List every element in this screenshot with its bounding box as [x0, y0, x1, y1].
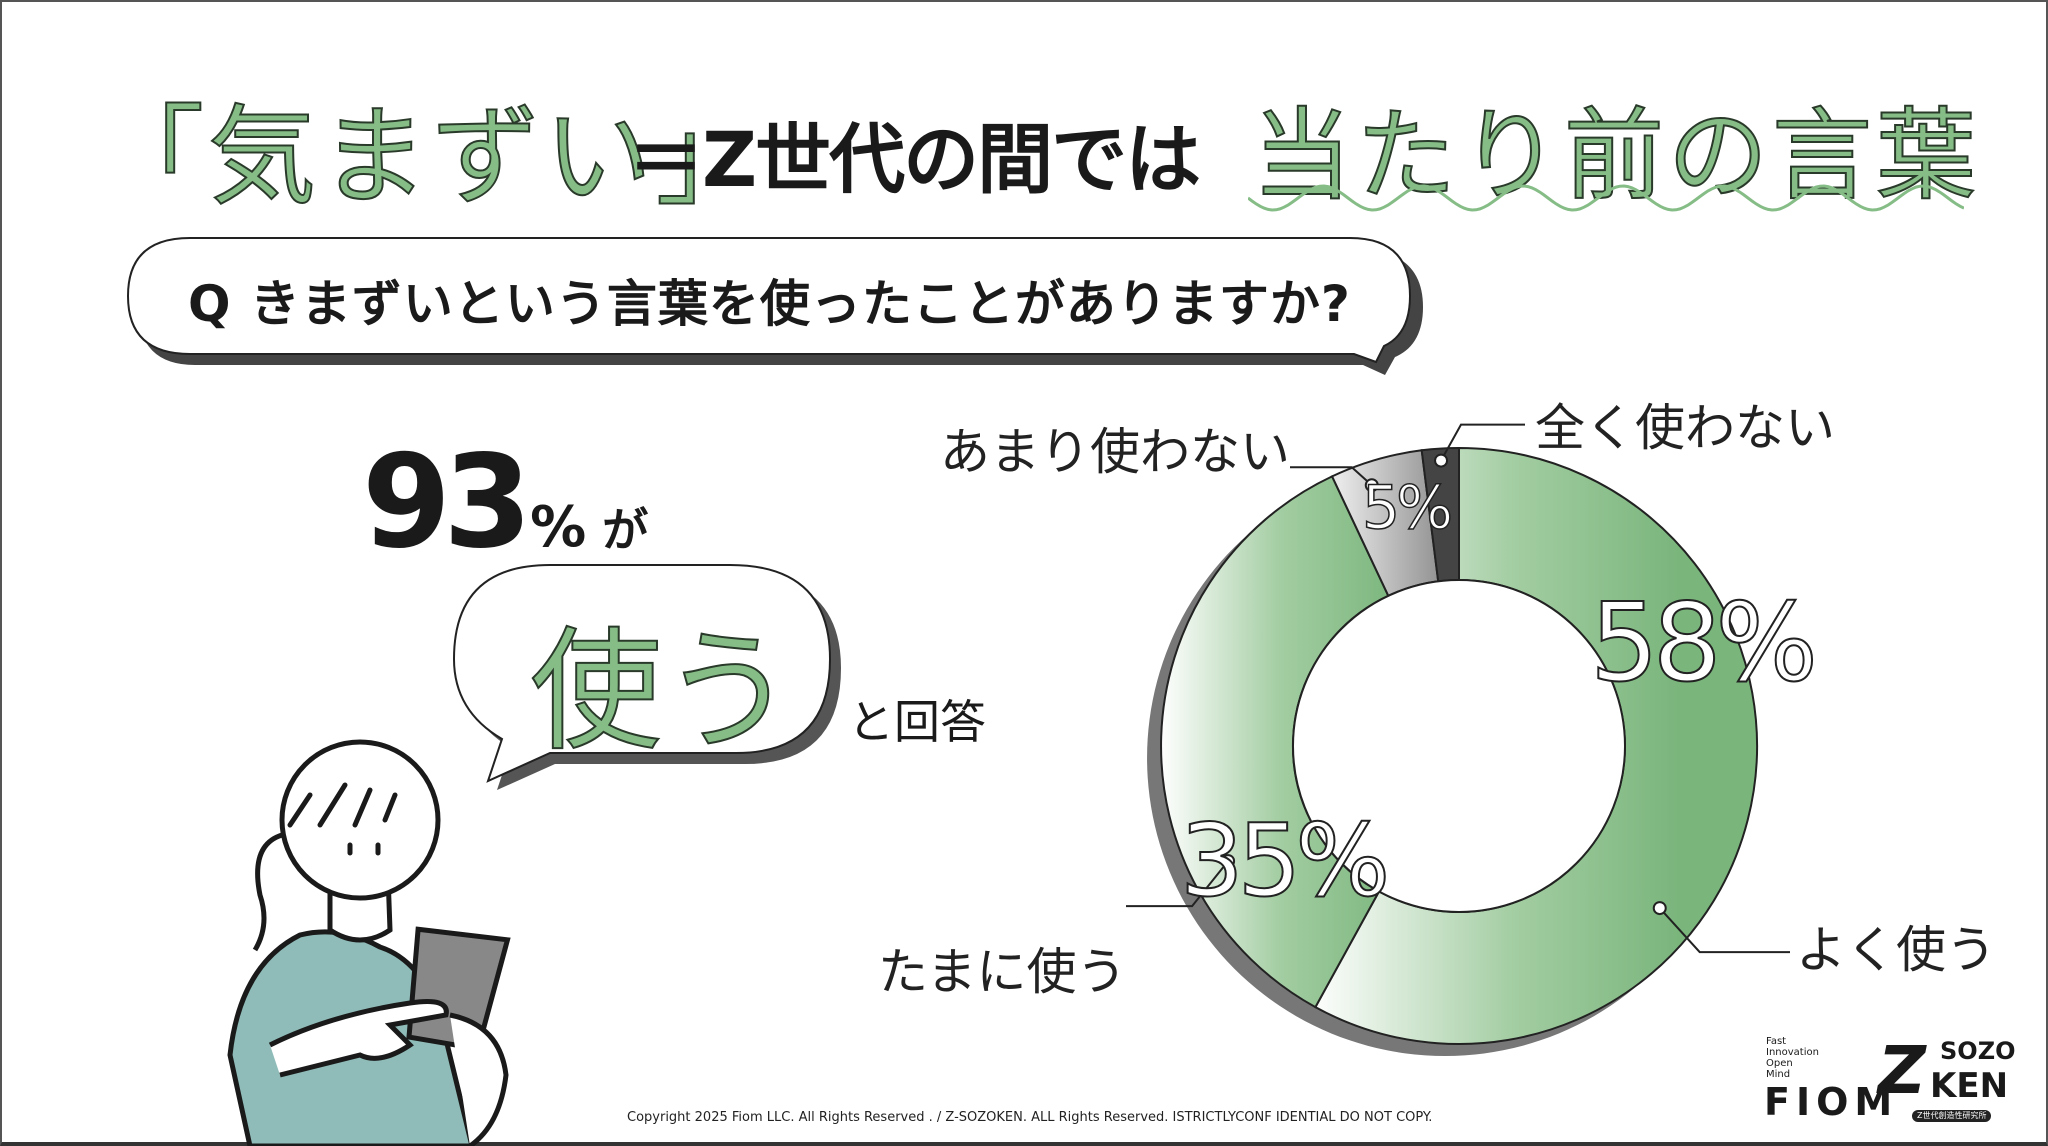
leader-line [1290, 466, 1373, 486]
donut-hole [1292, 579, 1626, 913]
leader-dot [1434, 453, 1449, 468]
question-text: Q きまずいという言葉を使ったことがありますか? [188, 275, 1351, 333]
leader-line [1440, 423, 1525, 462]
value-label-amari: 5% [1362, 473, 1450, 543]
answer-suffix: と回答 [848, 695, 986, 749]
leader-dot [1364, 478, 1379, 493]
value-label-tamani: 35% [1180, 802, 1385, 919]
zsozoken-logo-sub: Z世代創造性研究所 [1912, 1110, 1992, 1122]
title-keyword: 「気まずい」 [95, 94, 769, 221]
wavy-underline [1248, 184, 1964, 212]
leader-line [1126, 860, 1229, 908]
person-illustration [227, 739, 511, 1146]
slice-label-amari: あまり使わない [940, 423, 1290, 481]
leader-dot [1221, 854, 1236, 869]
zsozoken-logo-bottom: KEN [1930, 1066, 2009, 1106]
slice-label-tamani: たまに使う [878, 943, 1127, 1001]
fiom-logo: FIOM [1764, 1080, 1899, 1124]
bubble-word: 使う [529, 614, 795, 770]
fiom-tagline: Fast Innovation Open Mind [1766, 1036, 1819, 1080]
head [279, 739, 441, 901]
speech-bubble [452, 564, 841, 790]
leader-dot [1652, 901, 1667, 916]
leader-line [1658, 907, 1790, 954]
copyright-text: Copyright 2025 Fiom LLC. All Rights Rese… [627, 1110, 1433, 1125]
headline-percent: % [530, 495, 587, 560]
headline-number: 93 [362, 428, 532, 577]
slice-label-yoku: よく使う [1796, 921, 1996, 979]
slice-label-mattaku: 全く使わない [1535, 399, 1835, 457]
title-emphasis: 当たり前の言葉 [1251, 96, 1980, 215]
value-label-yoku: 58% [1590, 581, 1812, 706]
title-middle: ＝Z世代の間では [628, 115, 1201, 204]
question-bubble [126, 237, 1423, 375]
zsozoken-logo-top: SOZO [1940, 1037, 2016, 1065]
headline: 93 % が [362, 428, 648, 578]
headline-particle: が [602, 503, 649, 557]
zsozoken-logo-z: Z [1878, 1032, 1926, 1109]
